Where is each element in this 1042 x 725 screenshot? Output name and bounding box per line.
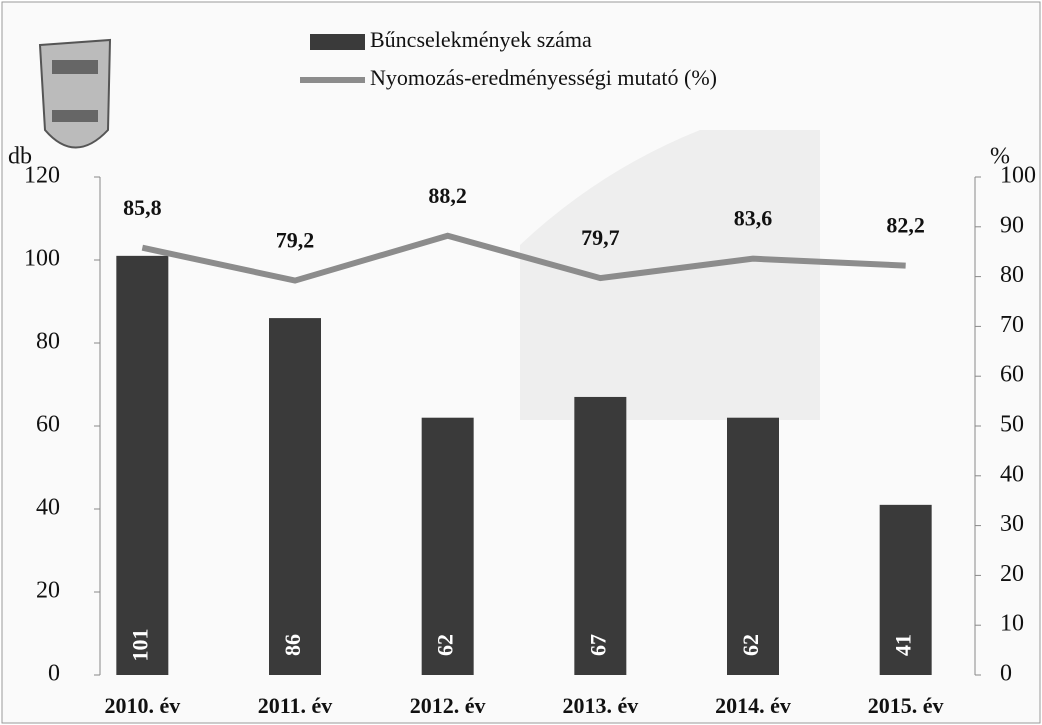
bar-value-label: 67 bbox=[585, 634, 610, 656]
y-tick-label: 100 bbox=[24, 246, 60, 272]
bar bbox=[879, 504, 932, 675]
x-tick-label: 2011. év bbox=[258, 693, 333, 718]
x-tick-label: 2012. év bbox=[410, 693, 486, 718]
line-value-label: 79,7 bbox=[581, 225, 620, 250]
y2-tick-label: 100 bbox=[1000, 163, 1036, 189]
y2-tick-label: 20 bbox=[1000, 561, 1024, 587]
y-tick-label: 40 bbox=[36, 495, 60, 521]
y2-tick-label: 60 bbox=[1000, 362, 1024, 388]
x-tick-label: 2010. év bbox=[104, 693, 180, 718]
y-tick-label: 80 bbox=[36, 329, 60, 355]
y2-tick-label: 90 bbox=[1000, 212, 1024, 238]
y2-axis-unit: % bbox=[990, 144, 1010, 170]
legend-label: Bűncselekmények száma bbox=[370, 27, 592, 52]
line-value-label: 85,8 bbox=[123, 195, 162, 220]
legend-label: Nyomozás-eredményességi mutató (%) bbox=[370, 65, 717, 90]
line-value-label: 82,2 bbox=[886, 213, 925, 238]
y2-tick-label: 80 bbox=[1000, 262, 1024, 288]
y-tick-label: 60 bbox=[36, 412, 60, 438]
x-tick-label: 2015. év bbox=[868, 693, 944, 718]
bar bbox=[269, 318, 321, 675]
bar-value-label: 101 bbox=[127, 629, 152, 662]
x-tick-label: 2014. év bbox=[715, 693, 791, 718]
y2-tick-label: 10 bbox=[1000, 611, 1024, 637]
line-value-label: 83,6 bbox=[734, 206, 773, 231]
background-building bbox=[520, 130, 820, 420]
line-value-label: 88,2 bbox=[428, 183, 467, 208]
bar bbox=[421, 417, 474, 675]
y2-tick-label: 50 bbox=[1000, 412, 1024, 438]
bar bbox=[727, 417, 779, 675]
police-logo bbox=[38, 38, 112, 149]
line bbox=[141, 232, 906, 284]
y2-tick-label: 40 bbox=[1000, 461, 1024, 487]
bar-value-label: 86 bbox=[280, 634, 305, 656]
bar bbox=[574, 396, 627, 675]
bar-value-label: 62 bbox=[738, 634, 763, 656]
bar-value-label: 62 bbox=[433, 634, 458, 656]
bar bbox=[116, 255, 169, 675]
y-tick-label: 0 bbox=[48, 661, 60, 687]
y-axis-unit: db bbox=[8, 144, 32, 170]
y-tick-label: 120 bbox=[24, 163, 60, 189]
y2-tick-label: 30 bbox=[1000, 511, 1024, 537]
y-tick-label: 20 bbox=[36, 578, 60, 604]
y2-tick-label: 0 bbox=[1000, 661, 1012, 687]
bar-value-label: 41 bbox=[891, 634, 916, 656]
x-tick-label: 2013. év bbox=[562, 693, 638, 718]
y2-tick-label: 70 bbox=[1000, 312, 1024, 338]
line-value-label: 79,2 bbox=[276, 228, 315, 253]
legend-swatch bbox=[310, 34, 365, 50]
